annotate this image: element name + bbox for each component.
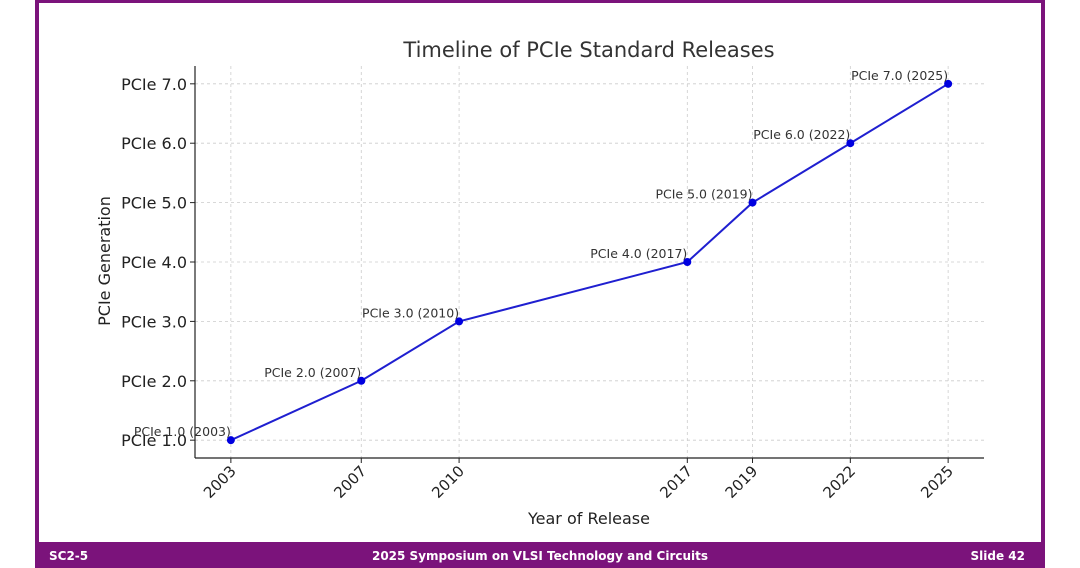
conference-name: 2025 Symposium on VLSI Technology and Ci… — [371, 549, 709, 563]
data-point — [226, 436, 235, 445]
x-tick-label: 2019 — [722, 462, 762, 502]
slide-footer: SC2-5 2025 Symposium on VLSI Technology … — [35, 542, 1045, 568]
data-point — [455, 317, 464, 326]
grid-lines — [195, 66, 984, 458]
y-tick-label: PCIe 4.0 — [121, 253, 187, 272]
series-pcie-generation — [226, 79, 953, 445]
slide-frame — [35, 0, 1045, 568]
x-tick-label: 2003 — [200, 462, 240, 502]
x-axis-label: Year of Release — [527, 509, 650, 528]
y-tick-label: PCIe 2.0 — [121, 372, 187, 391]
data-point — [683, 258, 692, 266]
slide-number: Slide 42 — [970, 549, 1025, 563]
point-annotation: PCIe 2.0 (2007) — [264, 365, 361, 380]
y-tick-label: PCIe 6.0 — [121, 134, 187, 153]
x-tick-label: 2022 — [819, 462, 859, 502]
point-annotation: PCIe 4.0 (2017) — [590, 246, 687, 261]
x-tick-label: 2007 — [330, 462, 370, 502]
data-point — [748, 198, 757, 207]
point-annotation: PCIe 6.0 (2022) — [753, 127, 850, 142]
data-point — [846, 139, 855, 148]
data-point — [357, 376, 366, 385]
point-annotation: PCIe 5.0 (2019) — [655, 187, 752, 202]
y-tick-label: PCIe 3.0 — [121, 312, 187, 331]
x-tick-label: 2017 — [656, 462, 696, 502]
session-code: SC2-5 — [49, 549, 89, 563]
y-axis-label: PCIe Generation — [95, 196, 114, 326]
point-annotation: PCIe 3.0 (2010) — [362, 305, 459, 320]
y-tick-label: PCIe 1.0 — [121, 431, 187, 450]
y-ticks: PCIe 1.0 PCIe 2.0 PCIe 3.0 PCIe 4.0 PCIe 5.0… — [121, 75, 195, 450]
x-ticks: 2003 2007 2010 2017 2019 2022 2025 — [200, 458, 957, 502]
y-tick-label: PCIe 5.0 — [121, 194, 187, 213]
point-annotation: PCIe 1.0 (2003) — [134, 424, 231, 439]
axes — [194, 66, 984, 459]
timeline-chart: Timeline of PCIe Standard Releases PCIe … — [95, 38, 984, 528]
chart-title: Timeline of PCIe Standard Releases — [402, 38, 774, 62]
x-tick-label: 2010 — [428, 462, 468, 502]
data-point — [944, 79, 953, 88]
x-tick-label: 2025 — [917, 462, 957, 502]
point-annotation: PCIe 7.0 (2025) — [851, 68, 948, 83]
point-annotations: PCIe 1.0 (2003) PCIe 2.0 (2007) PCIe 3.0 (… — [134, 68, 948, 439]
y-tick-label: PCIe 7.0 — [121, 75, 187, 94]
